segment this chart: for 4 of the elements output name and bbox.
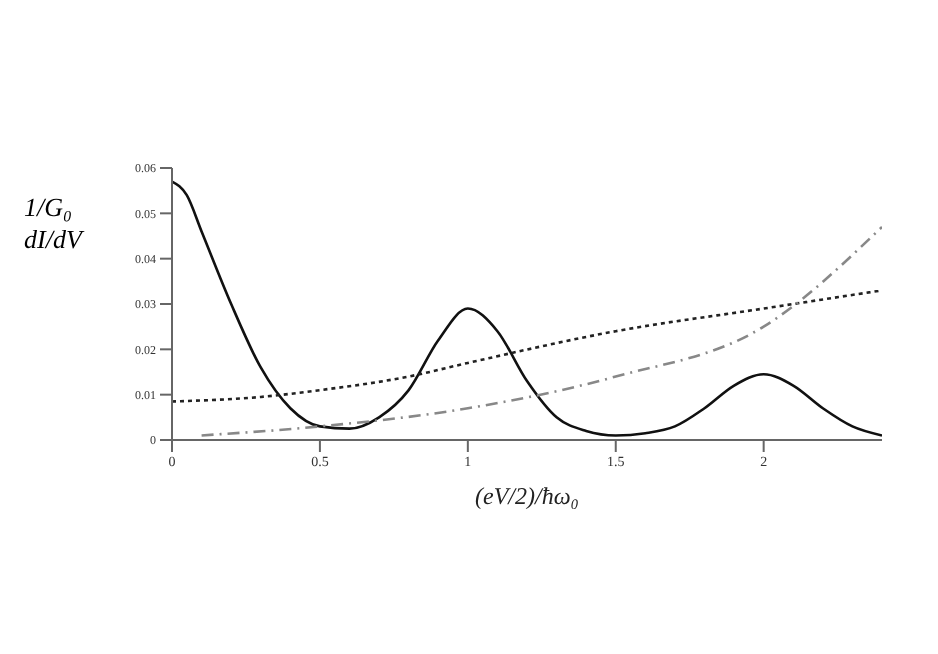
x-axis-title: (eV/2)/ħω₀: [475, 482, 579, 510]
line-series: [172, 289, 882, 403]
line-series: [200, 225, 882, 437]
y-axis-title: 1/G₀ dI/dV: [24, 192, 87, 256]
